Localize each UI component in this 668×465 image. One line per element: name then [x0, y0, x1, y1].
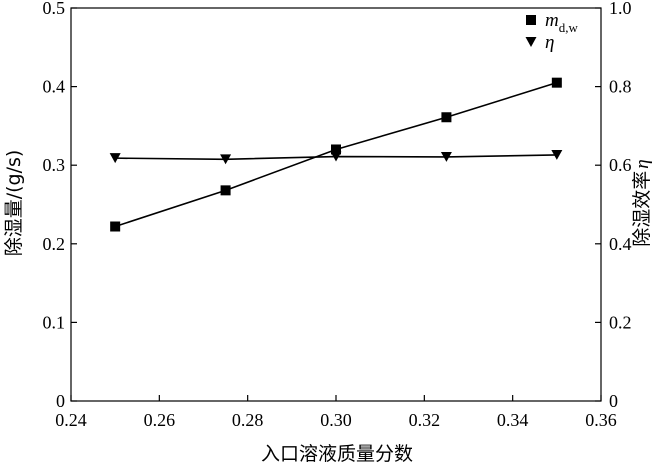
- y-axis-right: 0 0.2 0.4 0.6 0.8 1.0: [595, 0, 632, 411]
- data-point: [220, 185, 231, 196]
- data-point: [109, 153, 121, 164]
- x-tick-label: 0.30: [320, 410, 352, 430]
- data-point: [220, 154, 232, 165]
- y-axis-left: 0 0.1 0.2 0.3 0.4 0.5: [43, 0, 77, 411]
- data-point: [551, 77, 562, 88]
- x-tick-label: 0.34: [497, 410, 529, 430]
- x-axis: 0.24 0.26 0.28 0.30 0.32 0.34 0.36: [55, 395, 617, 430]
- data-point: [331, 144, 341, 155]
- legend-entry-m-name: m: [545, 10, 559, 31]
- y-left-tick-label: 0.1: [43, 312, 66, 332]
- data-point: [551, 150, 563, 160]
- legend: md,wη: [525, 10, 578, 53]
- y-right-axis-title: 除湿效率η: [631, 159, 653, 246]
- legend-entry-eta: η: [545, 32, 554, 53]
- x-tick-label: 0.28: [232, 410, 264, 430]
- y-right-tick-label: 0.4: [609, 234, 632, 254]
- data-point: [110, 221, 121, 232]
- x-tick-label: 0.24: [55, 410, 87, 430]
- y-left-tick-label: 0.3: [43, 155, 66, 175]
- series-layer: [109, 77, 563, 232]
- y-left-tick-label: 0.2: [43, 234, 66, 254]
- x-tick-label: 0.36: [585, 410, 617, 430]
- legend-marker-triangle: [525, 37, 537, 47]
- x-tick-label: 0.26: [144, 410, 176, 430]
- y-left-tick-label: 0: [56, 391, 65, 411]
- x-axis-title: 入口溶液质量分数: [261, 443, 413, 465]
- y-right-axis-title-group: 除湿效率η: [631, 159, 653, 246]
- y-right-tick-label: 1.0: [609, 0, 632, 18]
- y-left-tick-label: 0.4: [43, 77, 66, 97]
- legend-entry-m: md,w: [545, 10, 578, 35]
- x-tick-label: 0.32: [409, 410, 441, 430]
- series-moisture-removal: [110, 77, 562, 232]
- plot-frame: [70, 7, 602, 402]
- series-efficiency: [109, 150, 563, 165]
- y-right-tick-label: 0.8: [609, 77, 632, 97]
- y-right-tick-label: 0.2: [609, 312, 632, 332]
- y-left-axis-title: 除湿量/(g/s): [3, 150, 25, 257]
- data-point: [440, 151, 452, 162]
- y-left-tick-label: 0.5: [43, 0, 66, 18]
- y-right-tick-label: 0: [609, 391, 618, 411]
- data-point: [330, 151, 342, 162]
- plot-border: [70, 7, 602, 402]
- legend-entry-m-subscript: d,w: [559, 20, 579, 35]
- data-point: [441, 112, 452, 123]
- y-right-tick-label: 0.6: [609, 155, 632, 175]
- legend-marker-square: [526, 15, 536, 25]
